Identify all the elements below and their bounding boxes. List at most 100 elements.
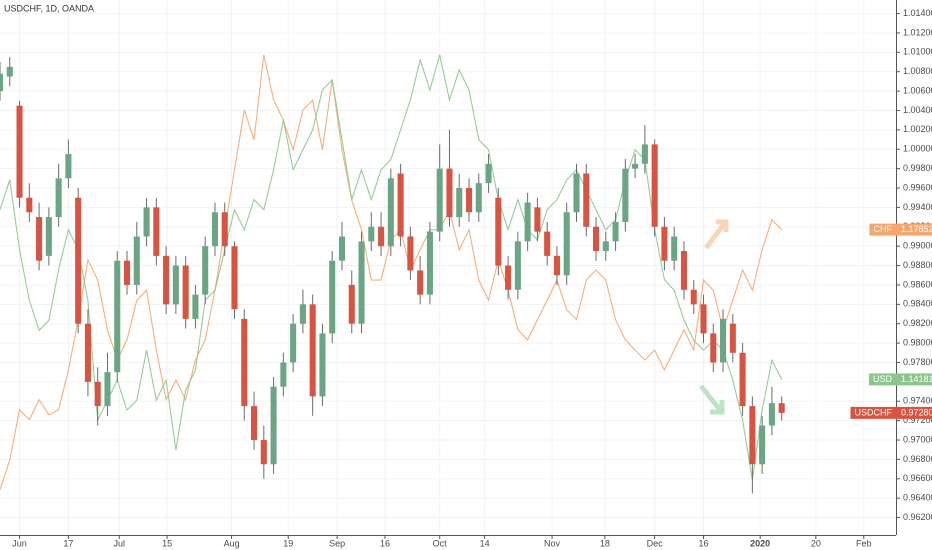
candle-body xyxy=(720,318,727,363)
candle-body xyxy=(290,323,297,363)
candle-body xyxy=(231,246,238,310)
candle-body xyxy=(778,403,785,413)
x-tick-label: 15 xyxy=(162,538,172,548)
candle-body xyxy=(690,289,697,305)
candle-body xyxy=(651,144,658,227)
x-tick-label: 16 xyxy=(699,538,709,548)
candle-body xyxy=(729,323,736,353)
candle-body xyxy=(417,270,424,295)
candle-body xyxy=(319,333,326,397)
candle-body xyxy=(114,260,121,373)
tag-value: 1.14181 xyxy=(901,374,932,384)
candle-body xyxy=(602,241,609,252)
candle-body xyxy=(163,255,170,305)
arrow-up xyxy=(704,219,729,250)
candle-body xyxy=(192,294,199,319)
x-tick-label: Oct xyxy=(433,538,448,548)
y-tick-label: 1.01400 xyxy=(903,8,932,18)
candle-body xyxy=(153,207,160,256)
x-tick-label: Jun xyxy=(12,538,27,548)
candle-body xyxy=(475,183,482,213)
candle-body xyxy=(505,265,512,290)
x-tick-label: Dec xyxy=(647,538,664,548)
tag-name-box xyxy=(868,373,896,386)
tag-name: USDCHF xyxy=(855,407,893,417)
candle-body xyxy=(211,212,218,247)
candle-body xyxy=(671,236,678,261)
candle-body xyxy=(338,236,346,261)
candle-body xyxy=(45,217,52,256)
candle-body xyxy=(534,207,541,232)
candle-body xyxy=(123,260,131,285)
y-tick-label: 1.00200 xyxy=(903,124,932,134)
candle-body xyxy=(407,236,414,271)
candle-body xyxy=(270,386,277,465)
candle-body xyxy=(544,231,551,256)
x-tick-label: 19 xyxy=(283,538,293,548)
candle-body xyxy=(94,381,101,407)
candle-body xyxy=(143,207,150,237)
candle-body xyxy=(182,265,189,319)
candle-body xyxy=(329,260,336,334)
candle-body xyxy=(553,255,560,276)
candle-body xyxy=(446,168,453,218)
candle-body xyxy=(749,406,756,465)
candle-body xyxy=(680,251,687,290)
candle-body xyxy=(280,362,287,387)
candle-body xyxy=(524,202,531,242)
y-tick-label: 1.00600 xyxy=(903,85,932,95)
x-tick-label: 20 xyxy=(811,538,821,548)
candle-body xyxy=(700,304,707,334)
candles xyxy=(0,57,785,494)
y-tick-label: 0.99800 xyxy=(903,163,932,173)
candle-body xyxy=(26,197,33,213)
candle-body xyxy=(221,212,228,247)
x-tick-label: 2020 xyxy=(750,538,770,548)
x-tick-label: Sep xyxy=(329,538,345,548)
x-tick-label: 16 xyxy=(380,538,390,548)
candle-body xyxy=(309,304,316,397)
tag-value: 0.97280 xyxy=(901,407,932,417)
tag-value: 1.17852 xyxy=(901,224,932,234)
candle-body xyxy=(641,144,648,164)
candle-body xyxy=(0,73,4,92)
candle-body xyxy=(583,173,590,227)
tag-value-box xyxy=(896,223,932,236)
chart-title: USDCHF, 1D, OANDA xyxy=(4,3,94,13)
tag-name: USD xyxy=(873,374,893,384)
candle-body xyxy=(260,440,267,465)
candle-body xyxy=(299,304,306,324)
candle-body xyxy=(202,246,209,295)
candle-body xyxy=(16,105,23,198)
tag-name-box xyxy=(869,223,896,236)
candle-body xyxy=(514,241,521,290)
candle-body xyxy=(632,163,639,169)
arrow-down xyxy=(699,384,725,415)
candle-body xyxy=(739,352,746,407)
candle-body xyxy=(75,197,82,324)
tag-name: CHF xyxy=(874,224,893,234)
candle-body xyxy=(387,178,394,247)
x-tick-label: 14 xyxy=(480,538,490,548)
x-tick-label: 18 xyxy=(600,538,610,548)
x-tick-label: 17 xyxy=(63,538,73,548)
candle-body xyxy=(348,284,355,324)
candle-body xyxy=(55,178,62,218)
candle-body xyxy=(485,163,492,184)
candle-body xyxy=(612,221,619,242)
